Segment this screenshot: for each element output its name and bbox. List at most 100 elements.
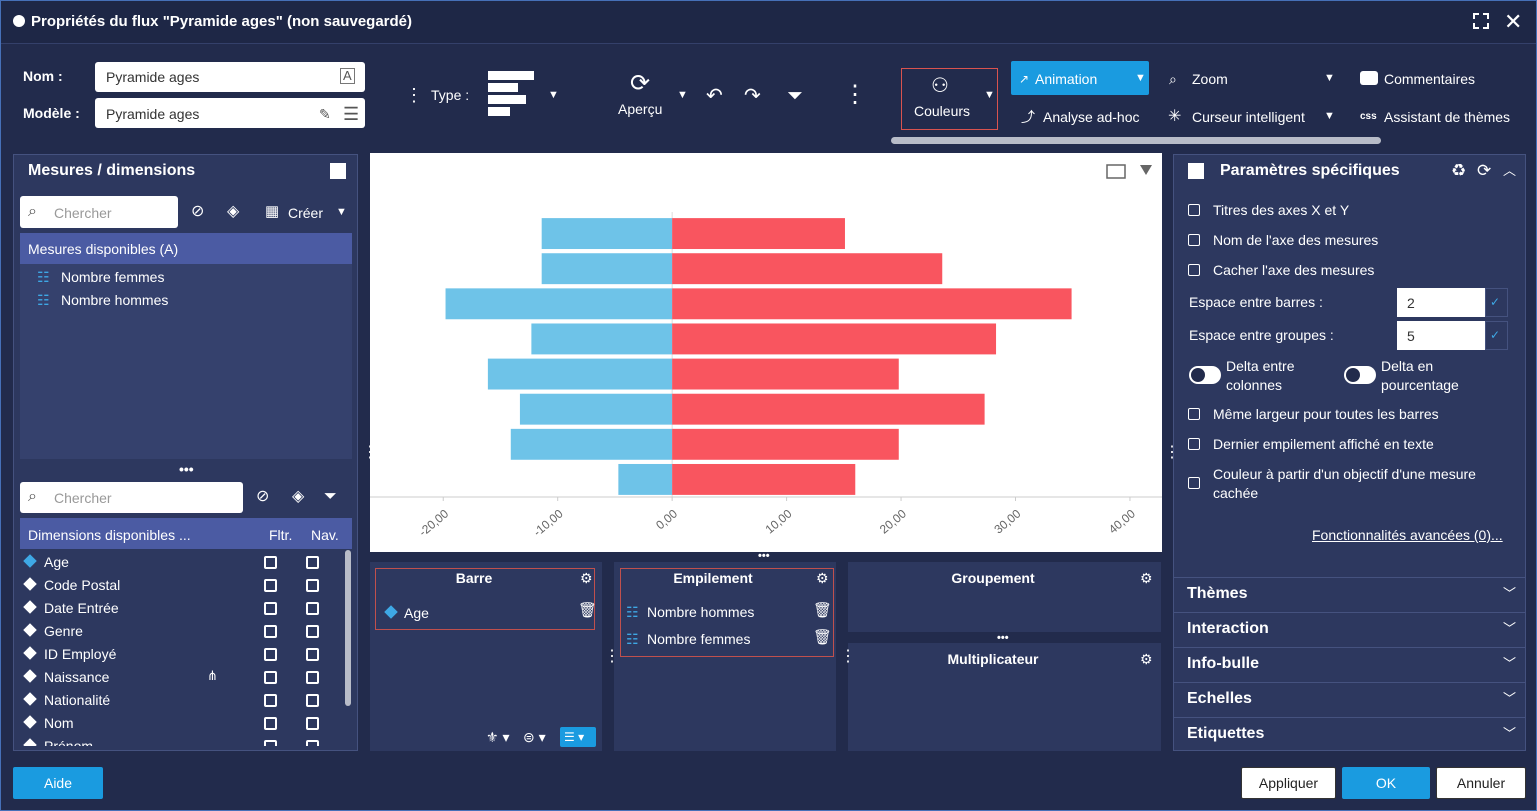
splitter[interactable]: ⋮	[604, 648, 620, 665]
refresh-icon[interactable]: ⟳	[630, 70, 651, 97]
apply-button-label[interactable]: Appliquer	[1258, 775, 1319, 791]
apply-button[interactable]	[1241, 767, 1336, 799]
confirm-button[interactable]	[1485, 321, 1508, 350]
checkbox[interactable]	[264, 694, 277, 707]
measure-item[interactable]: Nombre hommes	[61, 292, 169, 308]
dimension-item[interactable]: Age	[44, 554, 69, 570]
sort-icon[interactable]: ⊜ ▾	[523, 729, 546, 745]
confirm-button[interactable]	[1485, 288, 1508, 317]
chevron[interactable]: ﹀	[1503, 586, 1517, 601]
checkbox[interactable]	[306, 556, 319, 569]
checkbox[interactable]	[264, 602, 277, 615]
zone-item[interactable]: Age	[404, 605, 429, 621]
chevron[interactable]: ﹀	[1503, 691, 1517, 706]
settings-icon[interactable]: ⚙	[580, 570, 593, 586]
orientation-button[interactable]	[560, 727, 596, 747]
delete-icon[interactable]: 🗑	[578, 602, 598, 619]
redo-icon[interactable]: ↷	[744, 85, 761, 107]
dimension-item[interactable]: ID Employé	[44, 646, 117, 662]
delete-icon[interactable]: 🗑	[813, 602, 833, 619]
chevron[interactable]: ﹀	[1503, 656, 1517, 671]
dropdown-arrow[interactable]: ▼	[984, 89, 995, 101]
collapse-icon[interactable]: ︿	[1503, 163, 1517, 178]
dropdown-arrow[interactable]: ▼	[677, 89, 688, 101]
input[interactable]	[95, 62, 365, 92]
checkbox[interactable]	[264, 556, 277, 569]
collapse-icon[interactable]	[1473, 13, 1489, 29]
checkbox[interactable]	[306, 740, 319, 746]
checkbox[interactable]	[1188, 408, 1200, 420]
ok-button-label[interactable]: OK	[1375, 775, 1397, 791]
cursor-button[interactable]: Curseur intelligent	[1192, 109, 1305, 125]
collapse-icon[interactable]	[330, 163, 346, 179]
dimension-item[interactable]: Genre	[44, 623, 83, 639]
dropdown-arrow[interactable]: ▼	[1324, 110, 1335, 122]
scrollbar[interactable]	[891, 137, 1381, 144]
zone-item[interactable]: Nombre hommes	[647, 604, 755, 620]
analyse-button[interactable]: Analyse ad-hoc	[1043, 109, 1140, 125]
splitter[interactable]: •••	[179, 461, 194, 477]
checkbox[interactable]	[264, 740, 277, 746]
chevron[interactable]: ﹀	[1503, 621, 1517, 636]
checkbox[interactable]	[264, 671, 277, 684]
search-box[interactable]	[20, 196, 178, 228]
section-header[interactable]: Etiquettes	[1187, 725, 1265, 742]
colors-button[interactable]	[901, 68, 998, 130]
settings-icon[interactable]: ⚙	[816, 570, 829, 586]
splitter[interactable]: ⋮	[362, 444, 378, 461]
section-header[interactable]: Info-bulle	[1187, 655, 1259, 672]
dropdown-arrow[interactable]: ▼	[336, 206, 347, 218]
dimension-item[interactable]: Date Entrée	[44, 600, 119, 616]
checkbox[interactable]	[306, 602, 319, 615]
translate-icon[interactable]: A	[340, 68, 355, 84]
ok-button[interactable]	[1342, 767, 1430, 799]
checkbox[interactable]	[1188, 264, 1200, 276]
checkbox[interactable]	[1188, 204, 1200, 216]
layers-icon[interactable]: ◈	[292, 488, 305, 505]
checkbox[interactable]	[264, 648, 277, 661]
checkbox[interactable]	[306, 625, 319, 638]
filter-icon[interactable]: ⏷	[787, 85, 803, 107]
checkbox[interactable]	[1188, 477, 1200, 489]
expand-icon[interactable]	[1188, 163, 1204, 179]
dimension-item[interactable]: Code Postal	[44, 577, 121, 593]
checkbox[interactable]	[264, 579, 277, 592]
dimension-item[interactable]: Prénom	[44, 738, 94, 746]
checkbox[interactable]	[306, 694, 319, 707]
hide-icon[interactable]: ⊘	[191, 203, 205, 220]
zoom-button[interactable]: Zoom	[1192, 71, 1228, 87]
undo-icon[interactable]: ↶	[706, 85, 723, 107]
measure-item[interactable]: Nombre femmes	[61, 269, 165, 285]
layers-icon[interactable]: ◈	[227, 203, 240, 220]
animation-label[interactable]: Animation	[1035, 71, 1098, 87]
input[interactable]	[95, 98, 365, 128]
checkbox[interactable]	[306, 579, 319, 592]
splitter[interactable]: •••	[758, 550, 770, 562]
checkbox[interactable]	[264, 625, 277, 638]
search-box[interactable]	[20, 482, 243, 513]
checkbox[interactable]	[1188, 234, 1200, 246]
number-input[interactable]	[1397, 321, 1485, 350]
more-icon[interactable]: ⋮	[405, 85, 423, 105]
colors-label[interactable]: Couleurs	[914, 103, 971, 119]
cancel-button-label[interactable]: Annuler	[1456, 775, 1506, 791]
section-header[interactable]: Echelles	[1187, 690, 1252, 707]
close-button[interactable]: ✕	[1504, 9, 1523, 34]
dropdown-arrow[interactable]: ▼	[548, 89, 559, 101]
dimension-item[interactable]: Nationalité	[44, 692, 111, 708]
dropdown-arrow[interactable]: ▼	[1135, 72, 1146, 84]
comments-button[interactable]: Commentaires	[1384, 71, 1476, 87]
filter-icon[interactable]: ⏷	[324, 488, 337, 505]
themes-button[interactable]: Assistant de thèmes	[1384, 109, 1511, 125]
edit-icon[interactable]: ✎	[319, 106, 331, 122]
splitter[interactable]: ⋮	[840, 648, 856, 665]
checkbox[interactable]	[306, 671, 319, 684]
section-header[interactable]: Interaction	[1187, 620, 1269, 637]
reset-icon[interactable]: ♻	[1451, 161, 1467, 180]
refresh-icon[interactable]: ⟳	[1477, 161, 1492, 180]
create-button[interactable]: Créer	[288, 205, 324, 221]
help-button-label[interactable]: Aide	[43, 775, 73, 791]
delete-icon[interactable]: 🗑	[813, 629, 833, 646]
section-header[interactable]: Thèmes	[1187, 585, 1248, 602]
dimension-item[interactable]: Nom	[44, 715, 74, 731]
